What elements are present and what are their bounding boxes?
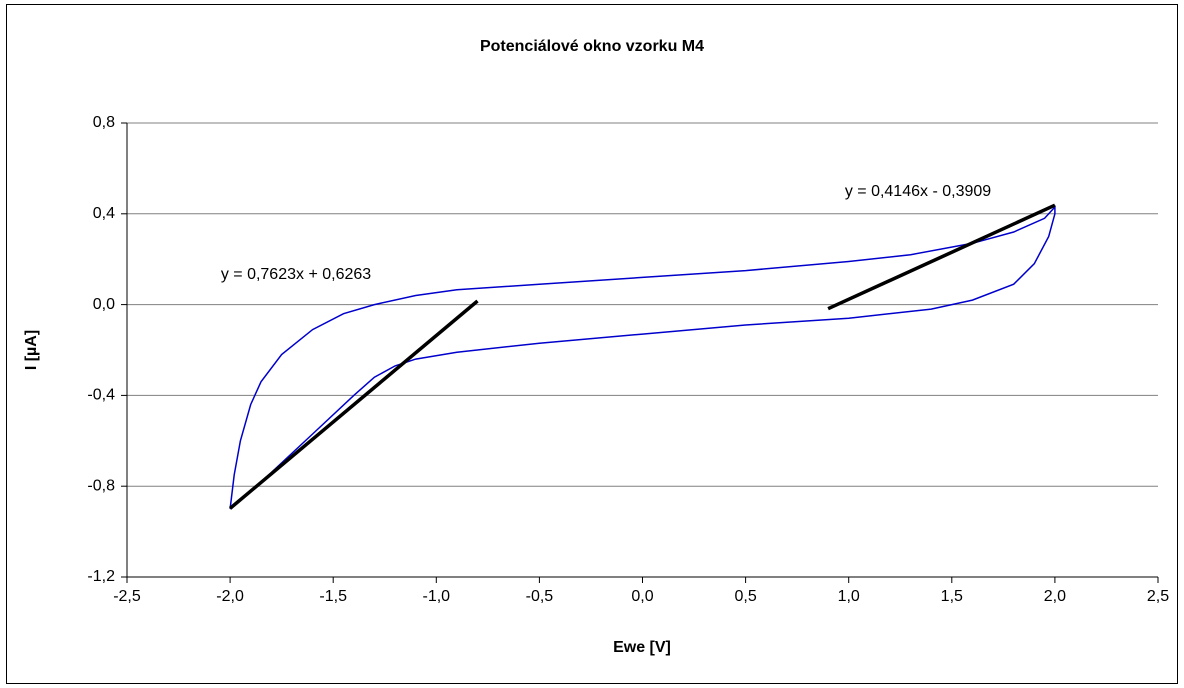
- x-tick-label: -1,0: [423, 588, 451, 605]
- chart-border: [6, 4, 1178, 684]
- y-tick-label: 0,0: [93, 296, 115, 313]
- x-tick-label: 1,0: [838, 588, 860, 605]
- y-tick-label: 0,4: [93, 205, 115, 222]
- x-tick-label: 0,5: [734, 588, 756, 605]
- x-tick-label: -2,5: [113, 588, 141, 605]
- trendline-equation: y = 0,7623x + 0,6263: [221, 266, 371, 283]
- x-tick-label: 0,0: [631, 588, 653, 605]
- x-tick-label: 1,5: [941, 588, 963, 605]
- data-line: [229, 205, 1056, 510]
- trendline-equation: y = 0,4146x - 0,3909: [845, 183, 991, 200]
- y-tick-label: 0,8: [93, 114, 115, 131]
- y-tick-label: -0,4: [87, 387, 115, 404]
- chart-title: Potenciálové okno vzorku M4: [480, 38, 704, 55]
- x-tick-label: -2,0: [216, 588, 244, 605]
- y-tick-label: -0,8: [87, 477, 115, 494]
- trend-line: [827, 203, 1056, 311]
- x-tick-label: -1,5: [319, 588, 347, 605]
- x-tick-label: 2,0: [1044, 588, 1066, 605]
- y-tick-label: -1,2: [87, 568, 115, 585]
- x-tick-label: -0,5: [526, 588, 554, 605]
- x-tick-label: 2,5: [1147, 588, 1169, 605]
- trend-line: [228, 299, 479, 510]
- x-axis-label: Ewe [V]: [613, 639, 671, 656]
- y-axis-label: I [µA]: [23, 330, 40, 370]
